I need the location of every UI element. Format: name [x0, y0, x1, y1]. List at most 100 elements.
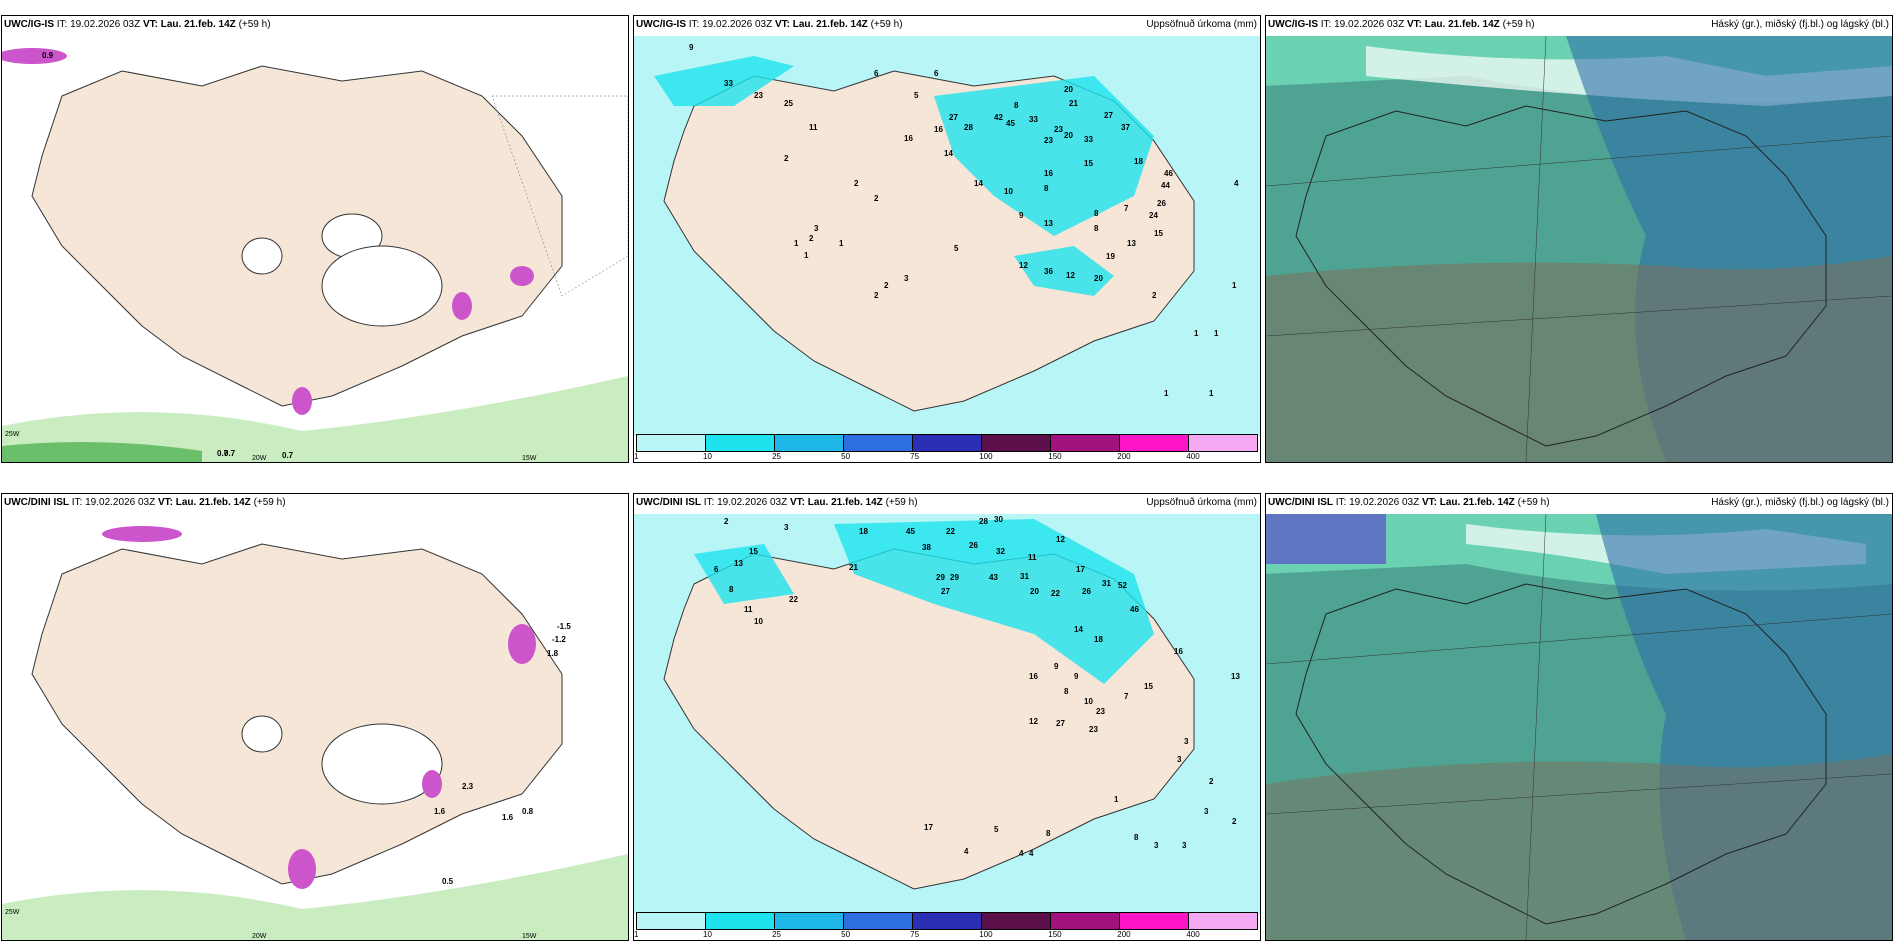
- svg-text:26: 26: [1157, 199, 1166, 208]
- svg-text:1: 1: [1164, 389, 1169, 398]
- colorbar-ticks: 1 10 25 50 75 100 150 200 400: [634, 930, 1200, 939]
- svg-text:13: 13: [1044, 219, 1053, 228]
- iceland-land: [31, 543, 563, 885]
- svg-text:44: 44: [1161, 181, 1170, 190]
- svg-text:16: 16: [1029, 672, 1038, 681]
- svg-text:15: 15: [1084, 159, 1093, 168]
- svg-text:28: 28: [979, 517, 988, 526]
- svg-text:3: 3: [1182, 841, 1187, 850]
- svg-text:15: 15: [1154, 229, 1163, 238]
- svg-text:15: 15: [1144, 682, 1153, 691]
- svg-text:2: 2: [854, 179, 859, 188]
- svg-text:14: 14: [1074, 625, 1083, 634]
- svg-text:2: 2: [884, 281, 889, 290]
- colorbar-swatch: [982, 435, 1051, 451]
- colorbar-swatch: [637, 435, 706, 451]
- colorbar-swatch: [913, 435, 982, 451]
- svg-text:31: 31: [1102, 579, 1111, 588]
- svg-text:27: 27: [949, 113, 958, 122]
- svg-text:8: 8: [1064, 687, 1069, 696]
- svg-text:1: 1: [804, 251, 809, 260]
- svg-text:42: 42: [994, 113, 1003, 122]
- colorbar-swatch: [844, 435, 913, 451]
- svg-text:17: 17: [1076, 565, 1085, 574]
- colorbar-swatch: [775, 435, 844, 451]
- svg-text:12: 12: [1019, 261, 1028, 270]
- svg-text:20W: 20W: [252, 455, 267, 462]
- svg-text:3: 3: [904, 274, 909, 283]
- panel-header: UWC/IG-IS IT: 19.02.2026 03Z VT: Lau. 21…: [1268, 19, 1535, 30]
- colorbar-swatch: [1120, 435, 1189, 451]
- wind-map: -1.5 -1.2 1.8 2.3 1.6 0.8 0.5 1.6 20W 15…: [2, 514, 628, 940]
- panel-subtitle: Uppsöfnuð úrkoma (mm): [1146, 497, 1257, 508]
- svg-text:8: 8: [1046, 829, 1051, 838]
- colorbar-swatch: [913, 913, 982, 929]
- svg-text:16: 16: [934, 125, 943, 134]
- svg-text:43: 43: [989, 573, 998, 582]
- svg-text:10: 10: [754, 617, 763, 626]
- colorbar: [636, 434, 1258, 452]
- panel-wind-igis: UWC/IG-IS IT: 19.02.2026 03Z VT: Lau. 21…: [1, 15, 629, 463]
- colorbar-swatch: [844, 913, 913, 929]
- panel-header: UWC/IG-IS IT: 19.02.2026 03Z VT: Lau. 21…: [4, 19, 271, 30]
- svg-text:45: 45: [906, 527, 915, 536]
- svg-text:20: 20: [1094, 274, 1103, 283]
- colorbar-swatch: [982, 913, 1051, 929]
- svg-text:7: 7: [1124, 692, 1129, 701]
- svg-text:16: 16: [1044, 169, 1053, 178]
- svg-text:1: 1: [794, 239, 799, 248]
- svg-text:2.3: 2.3: [462, 782, 474, 791]
- svg-text:8: 8: [1044, 184, 1049, 193]
- svg-text:23: 23: [1044, 136, 1053, 145]
- colorbar-swatch: [1189, 913, 1257, 929]
- svg-text:24: 24: [1149, 211, 1158, 220]
- svg-text:2: 2: [784, 154, 789, 163]
- colorbar-swatch: [775, 913, 844, 929]
- svg-text:2: 2: [724, 517, 729, 526]
- iceland-outline: [1295, 105, 1827, 447]
- svg-text:12: 12: [1056, 535, 1065, 544]
- svg-text:9: 9: [1074, 672, 1079, 681]
- svg-text:2: 2: [1209, 777, 1214, 786]
- svg-text:1: 1: [1232, 281, 1237, 290]
- svg-text:1: 1: [839, 239, 844, 248]
- svg-text:25W: 25W: [5, 909, 20, 916]
- wind-map-svg: 0.9 0.7 0.7 0.7 20W 15W 25W: [2, 36, 628, 462]
- wind-map: 0.9 0.7 0.7 0.7 20W 15W 25W: [2, 36, 628, 462]
- cloud-map-svg: [1266, 36, 1892, 462]
- svg-text:31: 31: [1020, 572, 1029, 581]
- svg-text:12: 12: [1029, 717, 1038, 726]
- svg-text:1: 1: [1209, 389, 1214, 398]
- svg-text:33: 33: [724, 79, 733, 88]
- svg-text:20W: 20W: [252, 933, 267, 940]
- svg-text:27: 27: [1056, 719, 1065, 728]
- svg-text:10: 10: [1084, 697, 1093, 706]
- svg-text:0.9: 0.9: [42, 51, 54, 60]
- panel-cloud-igis: UWC/IG-IS IT: 19.02.2026 03Z VT: Lau. 21…: [1265, 15, 1893, 463]
- panel-wind-dini: UWC/DINI ISL IT: 19.02.2026 03Z VT: Lau.…: [1, 493, 629, 941]
- svg-text:4: 4: [964, 847, 969, 856]
- svg-text:13: 13: [734, 559, 743, 568]
- svg-text:8: 8: [1014, 101, 1019, 110]
- svg-text:1.6: 1.6: [434, 807, 446, 816]
- svg-text:28: 28: [964, 123, 973, 132]
- svg-text:23: 23: [754, 91, 763, 100]
- precip-map-svg: 2 3 15 13 6 22 8 11 10 18 21 45 22 28 30…: [634, 514, 1260, 914]
- svg-text:3: 3: [1177, 755, 1182, 764]
- svg-text:25W: 25W: [5, 431, 20, 438]
- svg-text:6: 6: [874, 69, 879, 78]
- svg-text:3: 3: [784, 523, 789, 532]
- svg-text:33: 33: [1029, 115, 1038, 124]
- svg-text:2: 2: [1232, 817, 1237, 826]
- svg-text:23: 23: [1054, 125, 1063, 134]
- svg-text:4: 4: [1019, 849, 1024, 858]
- svg-text:0.5: 0.5: [442, 877, 454, 886]
- cloud-map: [1266, 514, 1892, 940]
- svg-text:0.8: 0.8: [522, 807, 534, 816]
- svg-text:8: 8: [1094, 224, 1099, 233]
- svg-text:10: 10: [1004, 187, 1013, 196]
- svg-text:0.7: 0.7: [224, 449, 236, 458]
- svg-text:21: 21: [1069, 99, 1078, 108]
- svg-text:5: 5: [994, 825, 999, 834]
- svg-text:12: 12: [1066, 271, 1075, 280]
